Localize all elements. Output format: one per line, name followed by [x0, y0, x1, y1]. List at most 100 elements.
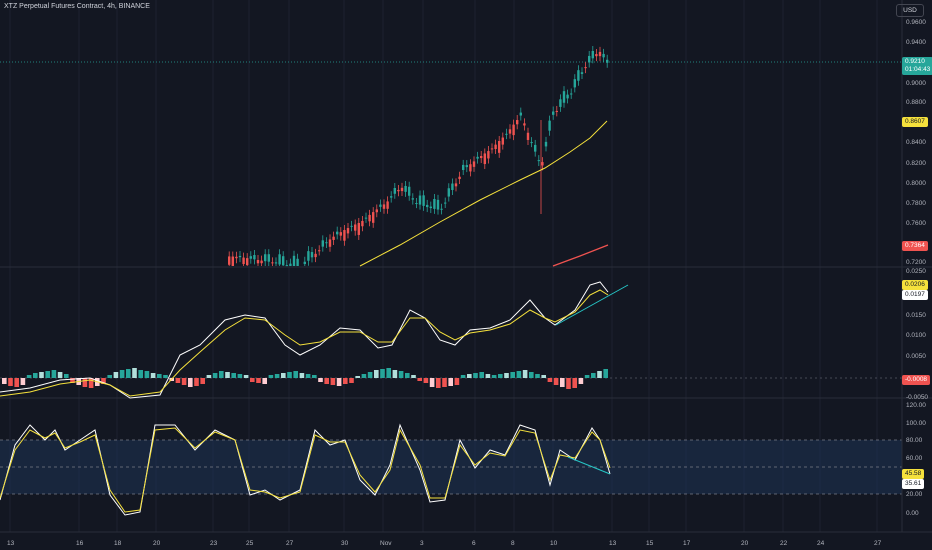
- candle: [440, 208, 443, 210]
- candle: [447, 188, 450, 197]
- candle: [400, 187, 404, 192]
- macd-bar: [88, 378, 94, 388]
- macd-bar: [33, 373, 38, 378]
- time-tick-label: 17: [683, 540, 691, 547]
- candle: [429, 206, 432, 209]
- rsi-tick-label: 0.00: [906, 510, 919, 517]
- candle: [390, 196, 393, 198]
- candle: [469, 164, 472, 172]
- macd-bar: [70, 378, 75, 383]
- price-tick-label: 0.7800: [906, 200, 926, 207]
- macd-signal-line: [0, 289, 609, 397]
- macd-bar: [603, 369, 608, 378]
- candle: [458, 176, 461, 180]
- macd-line-tag: 0.0197: [902, 290, 928, 300]
- macd-bar: [516, 371, 522, 378]
- macd-bar: [126, 369, 131, 378]
- candle: [332, 236, 335, 240]
- macd-bar: [473, 373, 478, 378]
- candle: [271, 262, 274, 264]
- candle: [573, 79, 576, 88]
- macd-bar: [553, 378, 559, 385]
- macd-bar: [57, 372, 63, 378]
- candle: [307, 251, 310, 261]
- macd-bar: [225, 372, 230, 378]
- macd-bar: [64, 374, 69, 378]
- chart-title[interactable]: XTZ Perpetual Futures Contract, 4h, BINA…: [4, 3, 150, 10]
- rsi-tick-label: 100.00: [906, 420, 926, 427]
- candle: [372, 212, 375, 223]
- macd-bar: [256, 378, 261, 383]
- bar-countdown: 01:04:43: [905, 66, 931, 73]
- candle: [267, 254, 270, 262]
- macd-bar: [343, 378, 348, 384]
- macd-bar: [163, 375, 168, 378]
- price-tick-label: 0.9000: [906, 80, 926, 87]
- macd-bar: [14, 378, 19, 387]
- time-axis[interactable]: 13 16 18 20 23 25 27 30 Nov 3 6 8 10 13 15 17 20 22 24 27: [7, 540, 882, 547]
- macd-bar: [498, 374, 503, 378]
- macd-bar: [392, 370, 398, 378]
- candle: [480, 155, 483, 159]
- candle: [454, 183, 458, 187]
- candle: [256, 259, 260, 264]
- macd-bar: [467, 374, 472, 378]
- macd-bar: [243, 375, 249, 378]
- time-tick-label: 27: [874, 540, 882, 547]
- time-tick-label: 24: [817, 540, 825, 547]
- candle: [559, 99, 562, 107]
- macd-bar: [529, 372, 534, 378]
- rsi-tick-label: 120.00: [906, 402, 926, 409]
- macd-bar: [336, 378, 342, 386]
- macd-tick-label: 0.0150: [906, 312, 926, 319]
- macd-bar: [460, 375, 466, 378]
- candle: [354, 224, 357, 231]
- rsi-tick-label: 60.00: [906, 455, 923, 462]
- candle: [595, 54, 598, 57]
- rsi-trendline[interactable]: [567, 456, 611, 475]
- candle: [422, 195, 425, 206]
- candle: [375, 209, 378, 213]
- macd-bar: [299, 373, 305, 378]
- candle: [310, 252, 314, 258]
- candle: [350, 225, 353, 227]
- candle: [476, 156, 479, 159]
- time-tick-label: 13: [7, 540, 15, 547]
- rsi-tick-label: 20.00: [906, 491, 923, 498]
- candle: [508, 129, 512, 134]
- macd-bar: [144, 371, 150, 378]
- macd-bar: [262, 378, 267, 384]
- macd-trendline[interactable]: [555, 284, 629, 326]
- macd-bar: [355, 376, 360, 378]
- currency-button[interactable]: USD: [896, 4, 924, 17]
- candle: [498, 141, 501, 153]
- stoch-d-tag: 35.61: [902, 479, 925, 489]
- macd-bar: [287, 372, 292, 378]
- candle: [534, 144, 537, 152]
- time-tick-label: 10: [550, 540, 558, 547]
- time-tick-label: 8: [511, 540, 515, 547]
- macd-bar: [374, 370, 379, 378]
- candle: [577, 70, 580, 81]
- macd-bar: [206, 375, 212, 378]
- macd-bar: [231, 373, 236, 378]
- macd-bar: [330, 378, 336, 385]
- candle: [379, 204, 382, 207]
- stoch-k-tag: 45.58: [902, 469, 925, 479]
- macd-signal-tag: 0.0206: [902, 280, 928, 290]
- candle: [328, 239, 332, 247]
- macd-bar: [349, 378, 354, 383]
- candle: [462, 164, 465, 171]
- macd-bar: [547, 378, 553, 382]
- candle: [516, 120, 519, 125]
- macd-histogram: [2, 368, 608, 389]
- candle: [411, 198, 414, 200]
- macd-bar: [107, 375, 112, 378]
- candle: [404, 185, 407, 192]
- macd-axis[interactable]: 0.0250 0.0150 0.0100 0.0050 -0.0050: [906, 268, 928, 401]
- macd-bar: [591, 373, 596, 378]
- candle: [260, 260, 263, 264]
- macd-bar: [175, 378, 181, 383]
